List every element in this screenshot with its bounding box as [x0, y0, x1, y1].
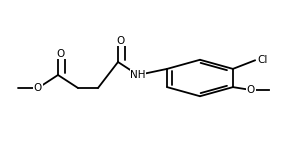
Text: O: O	[57, 49, 65, 59]
Text: O: O	[247, 85, 255, 95]
Text: O: O	[34, 83, 42, 93]
Text: Cl: Cl	[258, 55, 268, 65]
Text: NH: NH	[130, 70, 146, 80]
Text: O: O	[117, 36, 125, 46]
